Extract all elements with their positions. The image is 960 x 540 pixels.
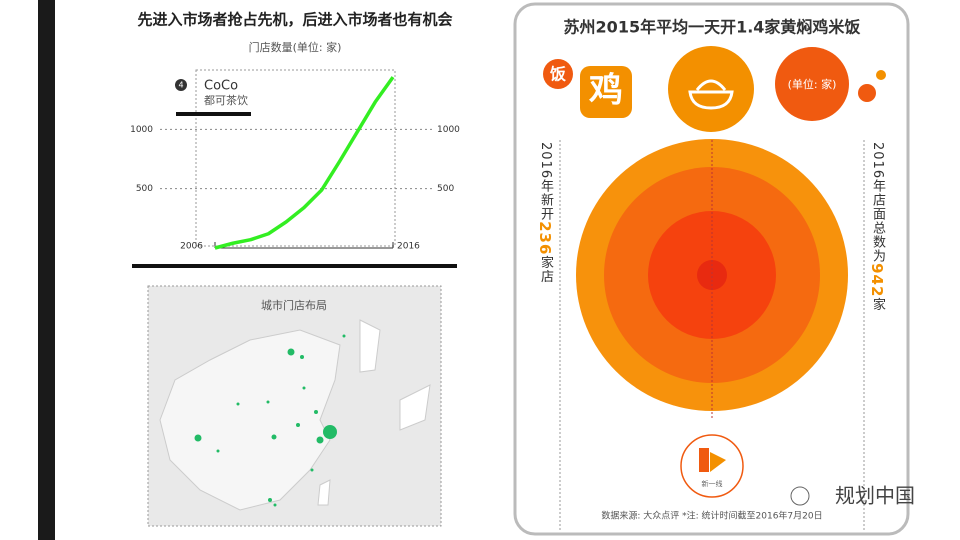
map-land [159, 329, 341, 511]
badge-ji: 鸡 [589, 71, 623, 111]
legend-badge: 4 [178, 81, 183, 90]
left-post: 家店 [538, 255, 553, 284]
left-num: 236 [536, 221, 554, 256]
y-tick-label-right: 500 [437, 184, 454, 194]
badge-box [580, 66, 632, 118]
section-rule [132, 264, 457, 268]
ring-core [697, 260, 727, 290]
watermark-icon [790, 486, 810, 506]
dot [858, 84, 876, 102]
logo-mark [699, 448, 709, 472]
legend-name: CoCo [204, 79, 238, 94]
left-note: 2016年新开236家店 [536, 142, 555, 283]
info-title: 苏州2015年平均一天开1.4家黄焖鸡米饭 [564, 18, 861, 37]
y-tick-label-right: 1000 [437, 125, 460, 135]
legend-subname: 都可茶饮 [204, 94, 248, 107]
left-pre: 2016年新开 [538, 142, 553, 222]
logo-mark [710, 452, 726, 472]
dot [876, 70, 886, 80]
legend-rule [176, 112, 251, 116]
map-title: 城市门店布局 [261, 298, 327, 312]
badge-fan: 饭 [549, 65, 566, 84]
source: 数据来源: 大众点评 *注: 统计时间截至2016年7月20日 [601, 510, 822, 522]
right-note: 2016年店面总数为942家 [868, 142, 887, 311]
side-bar [38, 0, 55, 540]
line [214, 76, 395, 250]
x-tick-label: 2016 [397, 242, 420, 252]
logo-text: 新一线 [702, 479, 723, 488]
right-post: 家 [870, 297, 885, 312]
chart-subtitle: 门店数量(单位: 家) [249, 40, 342, 54]
bowl-icon [688, 79, 734, 110]
bowl-circle [668, 46, 754, 132]
unit-circle [775, 47, 849, 121]
chart-frame [195, 69, 396, 247]
chart-title: 先进入市场者抢占先机，后进入市场者也有机会 [137, 11, 452, 29]
watermark: 规划中国 [835, 484, 915, 508]
plot: 500 500 1000 1000 2006 2016 [130, 76, 460, 252]
map-dots [194, 334, 346, 507]
map-land [317, 319, 431, 506]
right-pre: 2016年店面总数为 [870, 142, 885, 264]
badge-circle [543, 59, 573, 89]
legend-badge-bg [175, 79, 187, 91]
unit-label: (单位: 家) [788, 77, 837, 91]
x-tick-label: 2006 [180, 242, 203, 252]
y-tick-label: 500 [136, 184, 153, 194]
y-tick-label: 1000 [130, 125, 153, 135]
right-num: 942 [868, 263, 886, 298]
